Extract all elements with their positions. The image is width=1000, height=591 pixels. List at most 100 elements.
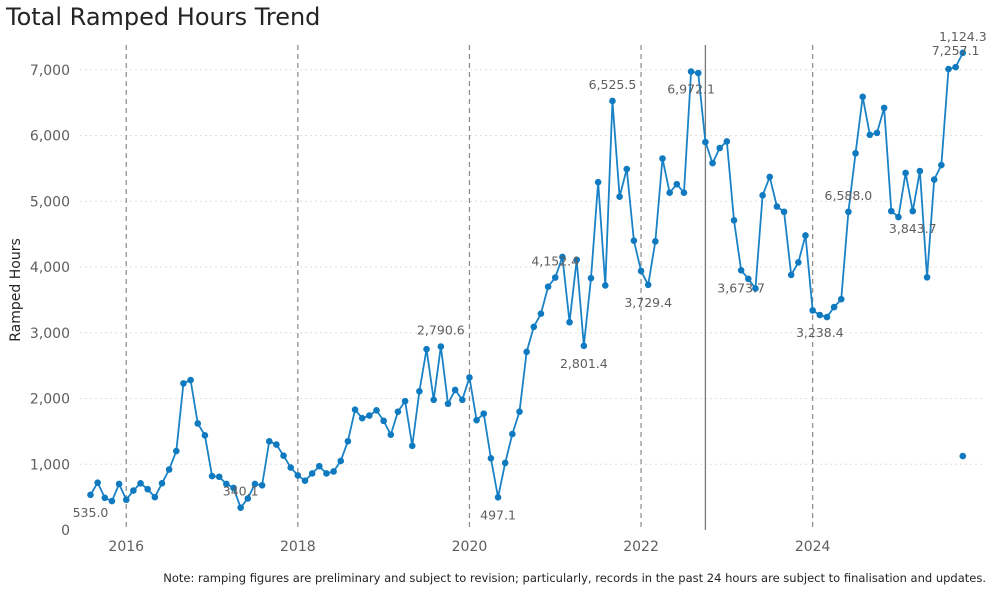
data-point [580, 342, 588, 350]
series-ramped-hours [89, 52, 964, 509]
data-point [830, 303, 838, 311]
data-point [745, 275, 752, 283]
data-point [144, 485, 151, 493]
data-point [122, 496, 130, 504]
data-points [87, 49, 967, 511]
data-point [923, 273, 931, 281]
data-point [945, 65, 952, 73]
data-point [273, 441, 280, 448]
data-point [930, 176, 938, 183]
data-point [752, 285, 759, 292]
data-label: 7,257.1 [932, 43, 980, 58]
data-point [451, 386, 459, 394]
data-point [337, 457, 345, 465]
data-point [373, 407, 380, 414]
data-point [473, 416, 480, 424]
data-label: 4,152.4 [531, 254, 579, 269]
y-tick-label: 3,000 [30, 326, 70, 342]
data-point [215, 473, 223, 481]
data-point [895, 213, 902, 221]
data-point [866, 131, 874, 139]
y-tick-label: 7,000 [30, 63, 70, 79]
data-label: 2,801.4 [560, 356, 608, 371]
data-point [516, 408, 523, 415]
data-point [294, 472, 302, 479]
data-point [430, 396, 438, 404]
data-point [244, 495, 252, 502]
data-point [151, 493, 159, 501]
data-point [466, 374, 473, 381]
data-point [780, 208, 788, 216]
y-tick-label: 0 [61, 523, 70, 539]
data-point [902, 169, 909, 177]
data-point [158, 480, 166, 487]
data-point [387, 431, 395, 438]
data-point [959, 49, 967, 57]
data-point [544, 283, 552, 291]
data-point [401, 397, 409, 405]
data-point [802, 232, 809, 239]
data-point [416, 387, 423, 395]
data-label: 1,124.3 [939, 29, 987, 44]
y-tick-label: 6,000 [30, 129, 70, 145]
data-point [823, 313, 831, 321]
y-tick-label: 1,000 [30, 457, 70, 473]
x-tick-label: 2020 [452, 539, 488, 555]
data-point [566, 318, 573, 326]
data-point [487, 455, 495, 462]
data-point [837, 295, 845, 303]
series-line [89, 52, 964, 509]
data-point [137, 480, 144, 487]
gridlines [80, 69, 985, 465]
data-point [687, 68, 695, 75]
data-point [652, 238, 659, 245]
data-point [759, 192, 766, 199]
data-label: 3,843.7 [889, 221, 937, 236]
data-point [223, 480, 230, 488]
data-point [344, 437, 352, 445]
data-point [537, 310, 545, 317]
data-point [594, 178, 602, 186]
data-point [709, 159, 716, 167]
data-point [194, 420, 202, 427]
data-point [702, 138, 709, 146]
x-axis: 2016 2018 2020 2022 2024 [108, 539, 830, 555]
data-point [358, 414, 366, 422]
data-point [165, 466, 173, 473]
chart-title: Total Ramped Hours Trend [6, 3, 321, 31]
data-point [573, 256, 580, 264]
data-point [87, 491, 94, 499]
data-label: 535.0 [73, 505, 109, 520]
x-tick-label: 2016 [108, 539, 144, 555]
data-point [208, 472, 216, 480]
data-point [723, 138, 731, 145]
data-point [301, 477, 309, 484]
data-point [251, 480, 259, 488]
data-point [623, 165, 631, 173]
x-tick-label: 2018 [280, 539, 316, 555]
data-point [609, 97, 616, 105]
data-label: 3,729.4 [624, 295, 672, 310]
data-point [852, 149, 859, 157]
data-point [644, 281, 652, 289]
data-point [287, 464, 295, 471]
data-point [173, 447, 180, 455]
data-point [351, 406, 359, 413]
data-point [938, 161, 945, 169]
data-point [280, 452, 287, 460]
data-point [530, 323, 538, 331]
data-point [616, 193, 623, 200]
data-point [459, 396, 466, 404]
data-point [845, 208, 852, 216]
data-point [673, 180, 681, 188]
data-point [909, 207, 917, 215]
data-point [509, 430, 516, 438]
data-point [316, 462, 323, 470]
data-point [816, 311, 824, 319]
year-separators [125, 45, 814, 530]
data-point [873, 129, 881, 137]
data-point [423, 345, 430, 353]
data-point [108, 497, 116, 505]
data-point [366, 412, 373, 419]
